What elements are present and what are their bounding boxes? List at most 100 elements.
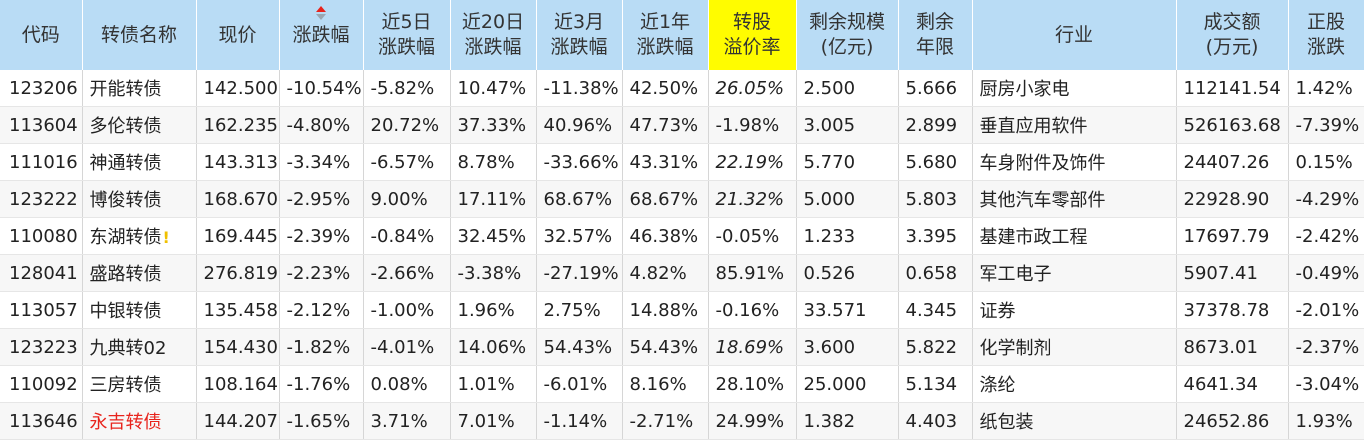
industry-value: 纸包装 xyxy=(979,412,1034,433)
cell-stockchg: 1.93% xyxy=(1288,402,1364,440)
column-header-premium[interactable]: 转股 溢价率 xyxy=(708,0,797,70)
cell-name[interactable]: 开能转债 xyxy=(82,70,197,107)
cell-code[interactable]: 123222 xyxy=(0,180,83,218)
table-row[interactable]: 123222 博俊转债 168.670 -2.95% 9.00% 17.11% 68.67%… xyxy=(0,180,1364,218)
cell-industry: 化学制剂 xyxy=(972,328,1177,366)
column-header-label: 近1年 xyxy=(639,11,691,33)
column-header-chg[interactable]: 涨跌幅 xyxy=(279,0,364,70)
cell-code[interactable]: 111016 xyxy=(0,143,83,181)
cell-code[interactable]: 113604 xyxy=(0,106,83,144)
cell-code[interactable]: 110092 xyxy=(0,365,83,403)
column-header-chg3m[interactable]: 近3月 涨跌幅 xyxy=(536,0,623,70)
column-header-label: 近20日 xyxy=(461,11,525,33)
cell-chg1y: 47.73% xyxy=(622,106,709,144)
chg20d-value: 7.01% xyxy=(457,410,515,432)
cell-name[interactable]: 神通转债 xyxy=(82,143,197,181)
chg20d-value: -3.38% xyxy=(457,262,522,284)
column-header-volume[interactable]: 成交额 (万元) xyxy=(1176,0,1289,70)
cell-chg20d: 17.11% xyxy=(450,180,537,218)
column-header-code[interactable]: 代码 xyxy=(0,0,83,70)
table-row[interactable]: 128041 盛路转债 276.819 -2.23% -2.66% -3.38% -27.1… xyxy=(0,254,1364,292)
table-row[interactable]: 110080 东湖转债! 169.445 -2.39% -0.84% 32.45% 32.5… xyxy=(0,217,1364,255)
cell-code[interactable]: 128041 xyxy=(0,254,83,292)
scale-value: 0.526 xyxy=(803,262,856,284)
chg-value: -4.80% xyxy=(286,114,351,136)
chg3m-value: -27.19% xyxy=(543,262,619,284)
industry-value: 其他汽车零部件 xyxy=(979,190,1106,211)
column-header-price[interactable]: 现价 xyxy=(196,0,280,70)
column-header-label: 正股 xyxy=(1306,11,1345,33)
cell-years: 2.899 xyxy=(898,106,973,144)
price-value: 154.430 xyxy=(203,336,278,358)
cell-stockchg: -4.29% xyxy=(1288,180,1364,218)
stockchg-value: 1.42% xyxy=(1295,77,1353,99)
cell-price: 108.164 xyxy=(196,365,280,403)
column-header-label: 成交额 xyxy=(1203,11,1261,33)
chg1y-value: 43.31% xyxy=(629,151,699,173)
cell-years: 5.134 xyxy=(898,365,973,403)
cell-chg3m: 54.43% xyxy=(536,328,623,366)
chg3m-value: 54.43% xyxy=(543,336,613,358)
stockchg-value: -2.01% xyxy=(1295,299,1360,321)
cell-chg: -3.34% xyxy=(279,143,364,181)
cell-chg20d: 7.01% xyxy=(450,402,537,440)
table-row[interactable]: 123206 开能转债 142.500 -10.54% -5.82% 10.47% -11.… xyxy=(0,70,1364,107)
industry-value: 基建市政工程 xyxy=(979,227,1088,248)
table-row[interactable]: 123223 九典转02 154.430 -1.82% -4.01% 14.06% 54.4… xyxy=(0,328,1364,366)
cell-name[interactable]: 多伦转债 xyxy=(82,106,197,144)
cell-volume: 5907.41 xyxy=(1176,254,1289,292)
column-header-label: 转股 xyxy=(732,11,771,33)
cell-chg1y: -2.71% xyxy=(622,402,709,440)
cell-industry: 军工电子 xyxy=(972,254,1177,292)
cell-years: 4.403 xyxy=(898,402,973,440)
column-header-industry[interactable]: 行业 xyxy=(972,0,1177,70)
cell-code[interactable]: 113646 xyxy=(0,402,83,440)
column-header-stockchg[interactable]: 正股 涨跌 xyxy=(1288,0,1364,70)
chg-value: -3.34% xyxy=(286,151,351,173)
cell-industry: 厨房小家电 xyxy=(972,70,1177,107)
table-row[interactable]: 111016 神通转债 143.313 -3.34% -6.57% 8.78% -33.66… xyxy=(0,143,1364,181)
cell-years: 3.395 xyxy=(898,217,973,255)
cell-name[interactable]: 九典转02 xyxy=(82,328,197,366)
cell-price: 168.670 xyxy=(196,180,280,218)
cell-name[interactable]: 东湖转债! xyxy=(82,217,197,255)
scale-value: 5.770 xyxy=(803,151,856,173)
cell-name[interactable]: 永吉转债 xyxy=(82,402,197,440)
years-value: 5.666 xyxy=(905,77,958,99)
cell-name[interactable]: 盛路转债 xyxy=(82,254,197,292)
cell-code[interactable]: 113057 xyxy=(0,291,83,329)
name-value: 东湖转债 xyxy=(89,227,162,248)
table-row[interactable]: 113646 永吉转债 144.207 -1.65% 3.71% 7.01% -1.14% -… xyxy=(0,402,1364,440)
column-header-chg20d[interactable]: 近20日 涨跌幅 xyxy=(450,0,537,70)
chg20d-value: 1.01% xyxy=(457,373,515,395)
cell-scale: 5.000 xyxy=(796,180,899,218)
column-header-label: 转债名称 xyxy=(100,23,177,46)
name-value: 神通转债 xyxy=(89,153,162,174)
cell-chg5d: -5.82% xyxy=(363,70,451,107)
column-header-chg5d[interactable]: 近5日 涨跌幅 xyxy=(363,0,451,70)
cell-chg1y: 14.88% xyxy=(622,291,709,329)
column-header-years[interactable]: 剩余 年限 xyxy=(898,0,973,70)
price-value: 142.500 xyxy=(203,77,278,99)
column-header-label: 现价 xyxy=(218,23,257,46)
cell-code[interactable]: 110080 xyxy=(0,217,83,255)
cell-industry: 基建市政工程 xyxy=(972,217,1177,255)
cell-industry: 涤纶 xyxy=(972,365,1177,403)
industry-value: 涤纶 xyxy=(979,375,1016,396)
table-row[interactable]: 113057 中银转债 135.458 -2.12% -1.00% 1.96% 2.75% 1… xyxy=(0,291,1364,329)
cell-name[interactable]: 三房转债 xyxy=(82,365,197,403)
table-row[interactable]: 113604 多伦转债 162.235 -4.80% 20.72% 37.33% 40.96… xyxy=(0,106,1364,144)
column-header-chg1y[interactable]: 近1年 涨跌幅 xyxy=(622,0,709,70)
premium-value: 85.91% xyxy=(715,262,785,284)
cell-name[interactable]: 中银转债 xyxy=(82,291,197,329)
cell-code[interactable]: 123206 xyxy=(0,70,83,107)
cell-scale: 5.770 xyxy=(796,143,899,181)
code-value: 128041 xyxy=(9,262,78,284)
cell-code[interactable]: 123223 xyxy=(0,328,83,366)
cell-name[interactable]: 博俊转债 xyxy=(82,180,197,218)
code-value: 110080 xyxy=(9,225,78,247)
cell-stockchg: -0.49% xyxy=(1288,254,1364,292)
table-row[interactable]: 110092 三房转债 108.164 -1.76% 0.08% 1.01% -6.01% 8… xyxy=(0,365,1364,403)
column-header-name[interactable]: 转债名称 xyxy=(82,0,197,70)
column-header-scale[interactable]: 剩余规模 (亿元) xyxy=(796,0,899,70)
